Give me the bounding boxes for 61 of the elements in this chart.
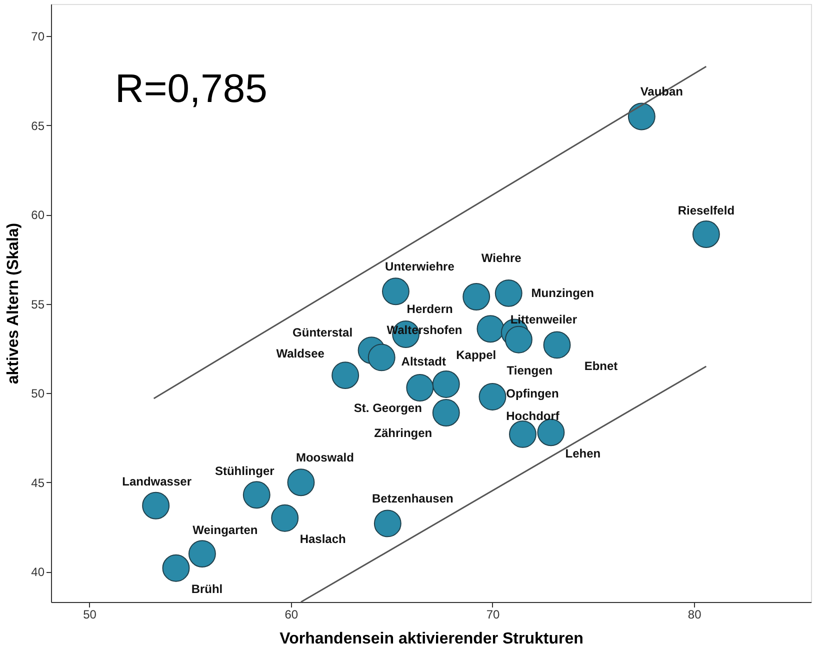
point [188, 540, 216, 568]
point [537, 418, 565, 446]
point [504, 326, 532, 354]
y-tick-label: 60 [31, 208, 45, 222]
annotation: Haslach [300, 532, 346, 546]
annotation: Littenweiler [510, 312, 578, 326]
point [476, 315, 504, 343]
point [287, 468, 315, 496]
annotation: Lehen [565, 446, 601, 460]
y-tick-label: 50 [31, 386, 45, 401]
annotation: Wiehre [481, 250, 522, 265]
annotation: Weingarten [192, 522, 258, 537]
x-tick-label: 80 [688, 608, 702, 622]
y-axis-title: aktives Altern (Skala) [5, 222, 22, 384]
point [382, 278, 410, 306]
point [432, 399, 460, 426]
annotation: Unterwiehre [385, 259, 455, 274]
point [692, 220, 720, 248]
point [462, 283, 490, 310]
annotation: Munzingen [531, 286, 594, 300]
y-tick-label: 55 [31, 297, 45, 312]
x-axis-title: Vorhandensein aktivierender Strukturen [280, 630, 584, 648]
annotation: Mooswald [296, 450, 354, 464]
point [142, 492, 170, 520]
point [628, 102, 656, 130]
point [432, 370, 460, 398]
x-tick-label: 50 [83, 608, 97, 622]
x-tick-label: 60 [284, 608, 298, 622]
y-tick-label: 45 [31, 476, 45, 490]
annotation: Hochdorf [506, 409, 560, 424]
annotation: Landwasser [122, 474, 192, 489]
annotation: R=0,785 [115, 67, 268, 111]
point [162, 554, 190, 582]
point [508, 420, 536, 448]
point [271, 504, 299, 532]
x-tick-label: 70 [486, 608, 500, 622]
point [406, 374, 434, 402]
annotation: Günterstal [292, 325, 353, 340]
annotation: Opfingen [506, 386, 559, 401]
annotation: Stühlinger [214, 464, 275, 478]
annotation: Ebnet [584, 358, 618, 373]
annotation: St. Georgen [354, 400, 422, 415]
annotation: Tiengen [506, 364, 553, 378]
point [543, 331, 571, 359]
annotation: Waldsee [276, 346, 325, 360]
annotation: Herdern [406, 302, 453, 316]
point [332, 362, 360, 389]
y-tick-label: 70 [31, 30, 45, 44]
y-tick-label: 65 [31, 118, 45, 133]
annotation: Altstadt [401, 354, 446, 368]
annotation: Rieselfeld [678, 203, 735, 218]
annotation: Brühl [191, 582, 223, 596]
point [368, 344, 396, 372]
point [374, 510, 402, 538]
point [242, 481, 270, 509]
annotation: Kappel [456, 348, 496, 362]
point [478, 383, 506, 410]
point [494, 279, 522, 307]
annotation: Zähringen [374, 426, 432, 440]
annotation: Betzenhausen [372, 491, 454, 506]
y-tick-label: 40 [31, 565, 45, 580]
